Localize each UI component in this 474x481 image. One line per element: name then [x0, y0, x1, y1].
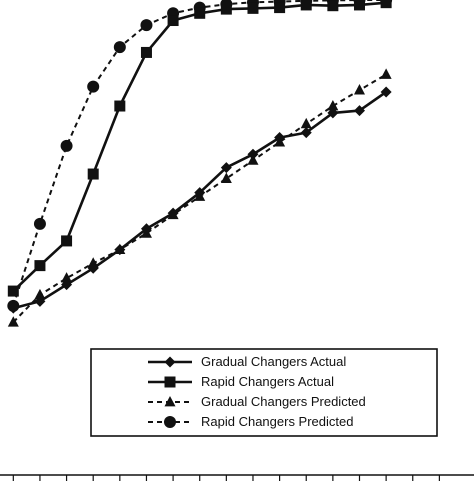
data-point-rapid-changers-actual-6	[140, 46, 152, 58]
legend-swatch-marker-rapid-changers-predicted	[164, 416, 176, 428]
data-point-rapid-changers-predicted-5	[113, 41, 126, 54]
data-point-gradual-changers-predicted-12	[300, 117, 312, 129]
data-point-rapid-changers-predicted-3	[60, 139, 73, 152]
data-point-gradual-changers-actual-1	[7, 302, 19, 314]
data-point-gradual-changers-predicted-3	[61, 272, 73, 283]
legend-box	[90, 348, 438, 437]
data-point-gradual-changers-predicted-9	[220, 172, 232, 183]
series-line-rapid-changers-predicted	[12, 0, 387, 307]
data-point-gradual-changers-predicted-14	[353, 84, 365, 95]
data-point-rapid-changers-actual-9	[220, 3, 232, 15]
legend-label-gradual-predicted: Gradual Changers Predicted	[201, 394, 366, 409]
data-point-gradual-changers-actual-15	[380, 86, 392, 98]
legend-label-gradual-actual: Gradual Changers Actual	[201, 354, 346, 369]
data-point-gradual-changers-predicted-2	[34, 288, 46, 300]
data-point-gradual-changers-actual-12	[300, 127, 312, 139]
legend-label-rapid-predicted: Rapid Changers Predicted	[201, 414, 353, 429]
data-point-gradual-changers-actual-8	[194, 187, 206, 199]
legend-swatch-marker-gradual-changers-predicted	[164, 395, 176, 407]
data-point-rapid-changers-actual-3	[61, 235, 73, 247]
legend: Gradual Changers Actual Rapid Changers A…	[90, 348, 438, 437]
data-point-rapid-changers-actual-8	[194, 7, 206, 19]
data-point-rapid-changers-predicted-6	[140, 19, 153, 32]
data-point-rapid-changers-actual-7	[167, 15, 179, 27]
data-point-rapid-changers-actual-12	[300, 0, 312, 11]
data-point-gradual-changers-actual-2	[34, 295, 46, 307]
x-axis	[0, 474, 474, 481]
data-point-gradual-changers-actual-3	[61, 279, 73, 291]
legend-swatch-marker-gradual-changers-actual	[164, 356, 176, 368]
data-point-gradual-changers-actual-10	[247, 148, 259, 160]
data-point-gradual-changers-actual-5	[114, 244, 126, 256]
data-point-rapid-changers-actual-2	[34, 260, 46, 272]
series-rapid-changers-actual	[7, 0, 392, 297]
data-point-gradual-changers-predicted-1	[7, 316, 19, 327]
data-point-rapid-changers-actual-14	[353, 0, 365, 11]
data-point-gradual-changers-actual-9	[220, 162, 232, 174]
data-point-rapid-changers-actual-11	[274, 2, 286, 14]
data-point-gradual-changers-actual-14	[353, 105, 365, 117]
legend-label-rapid-actual: Rapid Changers Actual	[201, 374, 334, 389]
series-rapid-changers-predicted	[7, 0, 393, 312]
series-gradual-changers-actual	[7, 86, 392, 314]
data-point-gradual-changers-actual-7	[167, 207, 179, 219]
legend-swatch-marker-rapid-changers-actual	[164, 376, 176, 388]
data-point-rapid-changers-actual-1	[7, 285, 19, 297]
data-point-rapid-changers-actual-15	[380, 0, 392, 9]
data-point-rapid-changers-predicted-4	[87, 80, 100, 93]
data-point-rapid-changers-predicted-2	[33, 217, 46, 230]
data-point-rapid-changers-actual-5	[114, 100, 126, 112]
data-point-gradual-changers-actual-13	[327, 107, 339, 119]
series-layer	[7, 0, 393, 327]
data-point-gradual-changers-actual-4	[87, 262, 99, 274]
data-point-gradual-changers-predicted-13	[327, 99, 339, 111]
data-point-gradual-changers-predicted-15	[380, 68, 392, 79]
data-point-rapid-changers-actual-10	[247, 2, 259, 14]
data-point-gradual-changers-actual-6	[140, 223, 152, 235]
data-point-rapid-changers-actual-13	[327, 0, 339, 12]
data-point-rapid-changers-actual-4	[87, 168, 99, 180]
data-point-gradual-changers-actual-11	[274, 132, 286, 144]
